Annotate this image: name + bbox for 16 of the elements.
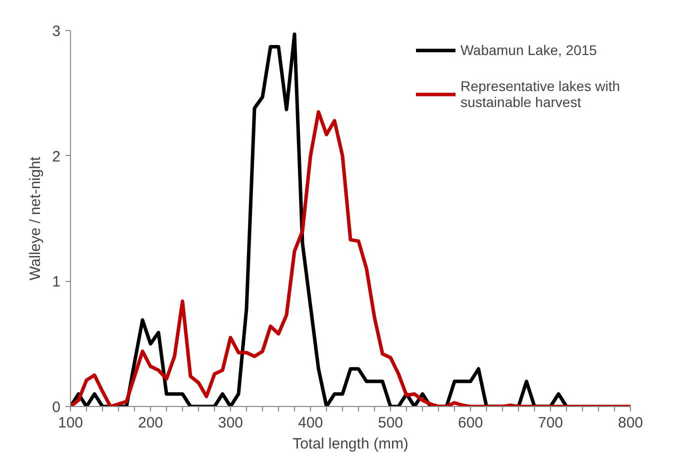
x-tick-label: 400 (298, 414, 324, 432)
y-tick-label: 1 (52, 274, 60, 291)
x-tick-label: 700 (538, 414, 564, 432)
legend-label: Representative lakes with sustainable harvest (460, 78, 620, 110)
x-tick-label: 500 (378, 414, 404, 432)
x-tick-label: 300 (218, 414, 244, 432)
x-tick-label: 800 (618, 414, 644, 432)
legend-label: Wabamun Lake, 2015 (460, 42, 598, 58)
x-tick-label: 200 (138, 414, 164, 432)
x-tick-label: 100 (58, 414, 84, 432)
y-tick-label: 2 (52, 148, 60, 166)
y-axis-title: Walleye / net-night (27, 156, 44, 280)
y-tick-label: 3 (52, 23, 60, 40)
y-tick-label: 0 (52, 399, 60, 416)
x-tick-label: 600 (458, 414, 484, 432)
x-axis-title: Total length (mm) (292, 436, 408, 452)
